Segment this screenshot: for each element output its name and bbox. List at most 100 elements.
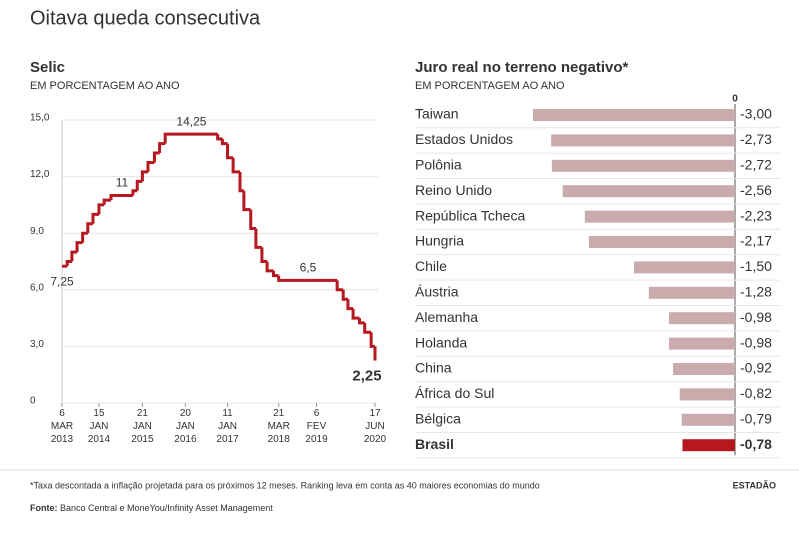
value-label: -0,92 [740,360,772,376]
selic-step [140,170,148,182]
category-label: Taiwan [415,106,459,122]
selic-step [363,322,372,334]
x-tick-label-line: JAN [90,421,109,432]
category-label: África do Sul [415,385,494,401]
selic-step [81,231,88,243]
x-tick-label-line: JAN [176,421,195,432]
x-tick-label-line: 6 [59,408,65,419]
value-label: -2,17 [740,233,772,249]
value-label: -0,82 [740,385,772,401]
x-tick-label-line: JAN [133,421,152,432]
value-label: -0,79 [740,411,772,427]
category-label: Bélgica [415,411,461,427]
x-tick-label-line: 2018 [268,434,291,445]
x-tick-label-line: 2015 [131,434,154,445]
selic-step [341,289,348,301]
selic-step [131,189,138,196]
value-label: -2,73 [740,131,772,147]
selic-step [220,138,228,146]
y-tick-label: 9,0 [30,226,44,237]
selic-step [70,250,78,262]
source: Fonte: Banco Central e MoneYou/Infinity … [30,503,273,513]
bar [634,261,735,274]
x-tick-label: 6 FEV 2019 [305,408,328,445]
category-label: China [415,360,452,376]
selic-step [260,247,268,263]
selic-step [226,143,234,160]
selic-step [152,151,160,163]
x-tick-label-line: FEV [307,421,327,432]
selic-step [231,157,240,174]
x-tick-label: 21 MAR 2018 [268,408,291,445]
x-tick-label-line: 15 [93,408,105,419]
x-tick-label-line: 21 [273,408,285,419]
x-tick-label-line: 11 [222,408,233,419]
selic-step [158,142,166,154]
category-label: Estados Unidos [415,131,513,147]
selic-step [97,203,105,215]
bar [648,286,735,299]
source-text: Banco Central e MoneYou/Infinity Asset M… [60,503,273,513]
value-label: 14,25 [176,114,206,128]
selic-step [351,308,360,320]
x-tick-label-line: 2016 [174,434,197,445]
selic-step [216,134,223,141]
x-tick-label: 11 JAN 2017 [216,408,239,445]
y-tick-label: 6,0 [30,282,44,293]
bar [669,337,735,350]
category-label: Holanda [415,334,467,350]
bar [669,312,735,325]
bar [584,210,735,223]
selic-step [86,222,93,234]
selic-step [75,241,83,253]
selic-step [369,332,375,348]
selic-step [91,212,99,224]
value-label: -2,56 [740,182,772,198]
selic-step [65,260,72,267]
value-label: -1,50 [740,258,772,274]
chart-title: Selic [30,59,65,76]
category-label: Polônia [415,157,462,173]
logo: ESTADÃO [733,480,776,490]
bar [533,109,735,121]
bar [682,439,735,452]
page-title: Oitava queda consecutiva [30,7,261,29]
y-tick-label: 0 [30,396,36,407]
x-tick-label-line: 2017 [216,434,239,445]
bar [551,159,735,172]
x-tick-label: 0 [732,94,738,105]
selic-step [277,275,338,282]
category-label: República Tcheca [415,207,525,223]
y-tick-label: 3,0 [30,339,44,350]
x-tick-label-line: 21 [137,408,149,419]
x-tick-label-line: JUN [365,421,384,432]
selic-step [135,179,143,191]
category-label: Chile [415,258,447,274]
x-tick-label-line: 2019 [305,434,328,445]
category-label: Alemanha [415,309,478,325]
selic-step [109,193,133,201]
selic-step [358,318,365,325]
selic-step [272,270,279,278]
selic-step [238,171,244,193]
x-tick-label-line: 17 [369,408,381,419]
selic-step [265,261,274,273]
chart-subtitle: EM PORCENTAGEM AO ANO [30,80,180,92]
selic-step [146,160,155,172]
source-label: Fonte: [30,503,58,513]
selic-step [254,228,262,249]
value-label: 11 [116,176,129,190]
selic-step [163,132,218,144]
category-label: Reino Unido [415,182,492,198]
bar [681,413,735,426]
x-tick-label: 15 JAN 2014 [88,408,111,445]
x-tick-label: 17 JUN 2020 [364,408,387,445]
x-tick-label-line: 2020 [364,434,387,445]
bar [673,363,735,375]
selic-step [102,198,112,205]
y-tick-label: 15,0 [30,113,50,124]
category-label: Áustria [415,284,459,300]
value-label: 6,5 [300,261,317,275]
category-label: Brasil [415,436,454,452]
value-label: -0,78 [740,436,772,452]
